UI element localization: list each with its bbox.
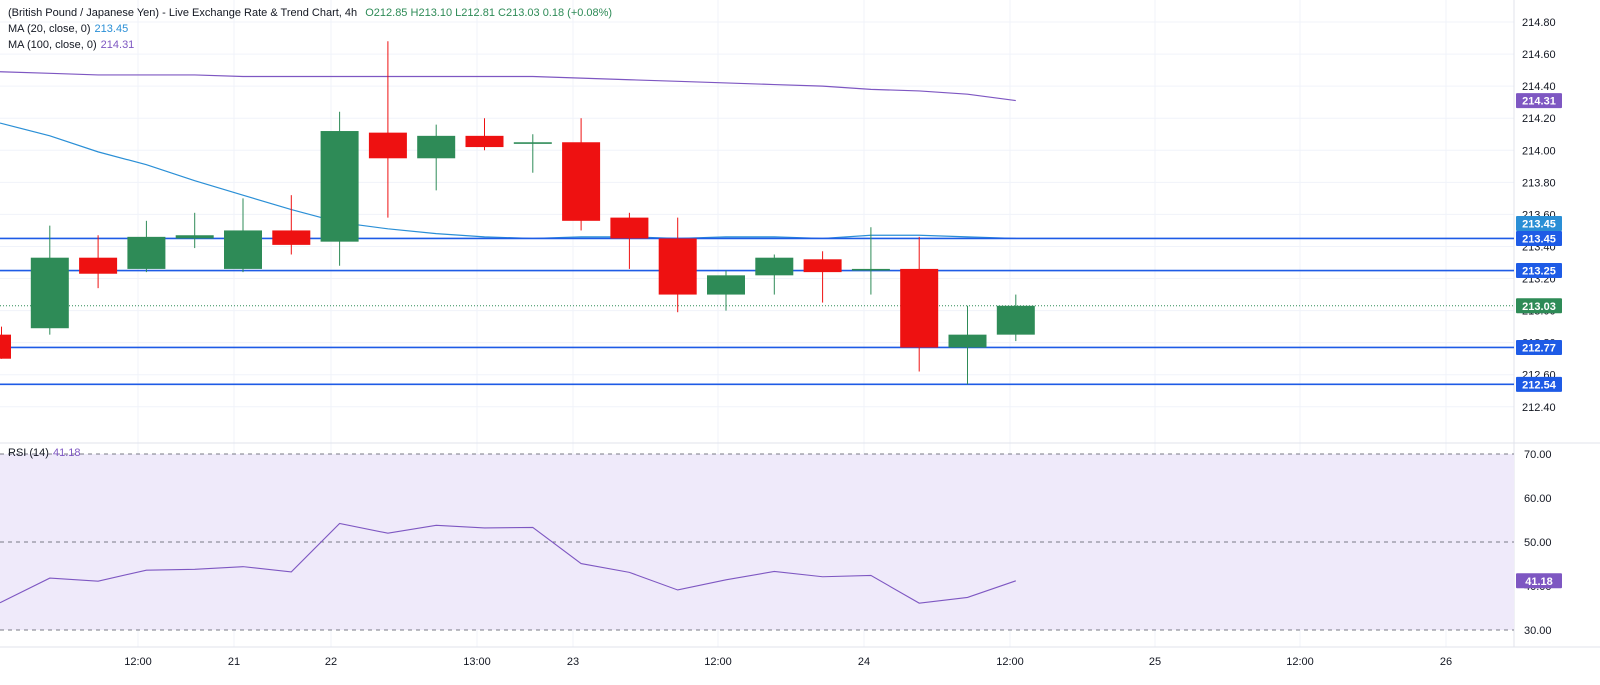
price-badge xyxy=(1516,263,1562,279)
ma100-legend-value: 214.31 xyxy=(100,39,135,51)
symbol-legend: (British Pound / Japanese Yen) - Live Ex… xyxy=(8,7,612,19)
candle-body[interactable] xyxy=(368,132,407,159)
price-badge-label: 213.45 xyxy=(1522,218,1556,230)
rsi-line xyxy=(0,522,1016,604)
time-tick-label: 13:00 xyxy=(463,656,491,668)
time-tick-label: 12:00 xyxy=(1286,656,1314,668)
rsi-tick-label: 30.00 xyxy=(1524,625,1552,637)
price-badge xyxy=(1516,230,1562,246)
price-badge xyxy=(1516,376,1562,392)
price-badge-label: 41.18 xyxy=(1525,576,1553,588)
rsi-band xyxy=(0,454,1514,630)
candle-body[interactable] xyxy=(0,334,11,359)
price-badge-label: 212.77 xyxy=(1522,342,1556,354)
ohlc-high-label: H xyxy=(410,7,419,19)
time-tick-label: 26 xyxy=(1440,656,1452,668)
candle-body[interactable] xyxy=(465,135,504,148)
ohlc-low-label: L xyxy=(455,7,462,19)
candle-body[interactable] xyxy=(320,131,359,242)
price-badge xyxy=(1516,215,1562,231)
time-tick-label: 21 xyxy=(228,656,240,668)
ma20-legend-label: MA (20, close, 0) xyxy=(8,23,91,35)
ma20-legend-value: 213.45 xyxy=(94,23,129,35)
candle-body[interactable] xyxy=(175,235,214,239)
ohlc-open: 212.85 xyxy=(373,7,408,19)
time-tick-label: 12:00 xyxy=(704,656,732,668)
rsi-tick-label: 60.00 xyxy=(1524,493,1552,505)
price-tick-label: 212.40 xyxy=(1522,402,1556,414)
candle-body[interactable] xyxy=(996,305,1035,335)
ohlc-high: 213.10 xyxy=(418,7,453,19)
candle-body[interactable] xyxy=(948,334,987,348)
rsi-legend[interactable]: RSI (14) 41.18 xyxy=(8,447,81,459)
time-tick-label: 12:00 xyxy=(996,656,1024,668)
ma20-line xyxy=(0,122,1016,240)
candle-body[interactable] xyxy=(417,135,456,159)
candle-body[interactable] xyxy=(272,230,311,245)
ohlc-low: 212.81 xyxy=(461,7,495,19)
price-badge xyxy=(1516,93,1562,109)
symbol-title: (British Pound / Japanese Yen) - Live Ex… xyxy=(8,7,358,19)
price-badge-label: 214.31 xyxy=(1522,96,1556,108)
price-tick-label: 214.80 xyxy=(1522,17,1556,29)
ohlc-close: 213.03 xyxy=(505,7,540,19)
price-badge xyxy=(1516,573,1562,589)
candle-body[interactable] xyxy=(851,268,890,271)
ohlc-close-label: C xyxy=(498,7,506,19)
time-tick-label: 23 xyxy=(567,656,579,668)
price-badge xyxy=(1516,339,1562,355)
rsi-tick-label: 50.00 xyxy=(1524,537,1552,549)
price-badge-label: 213.03 xyxy=(1522,301,1556,313)
price-tick-label: 214.20 xyxy=(1522,113,1556,125)
candle-body[interactable] xyxy=(803,259,842,273)
candle-body[interactable] xyxy=(513,142,552,144)
candle-body[interactable] xyxy=(707,275,745,295)
price-badge-label: 212.54 xyxy=(1522,379,1557,391)
time-tick-label: 22 xyxy=(325,656,337,668)
rsi-legend-label: RSI (14) xyxy=(8,447,49,459)
price-tick-label: 213.80 xyxy=(1522,177,1556,189)
rsi-legend-value: 41.18 xyxy=(52,447,81,459)
ma100-line xyxy=(0,71,1016,102)
candle-body[interactable] xyxy=(562,142,601,221)
candle-body[interactable] xyxy=(900,268,939,348)
price-tick-label: 214.40 xyxy=(1522,81,1556,93)
candle-body[interactable] xyxy=(79,257,118,274)
ohlc-change: 0.18 (+0.08%) xyxy=(542,7,613,19)
time-tick-label: 24 xyxy=(858,656,870,668)
candle-body[interactable] xyxy=(224,230,262,269)
time-tick-label: 25 xyxy=(1149,656,1161,668)
price-badge xyxy=(1516,298,1562,314)
ma100-legend[interactable]: MA (100, close, 0) 214.31 xyxy=(8,39,134,51)
price-tick-label: 214.00 xyxy=(1522,145,1556,157)
candle-body[interactable] xyxy=(658,238,697,295)
ma100-legend-label: MA (100, close, 0) xyxy=(8,39,97,51)
rsi-tick-label: 70.00 xyxy=(1524,449,1552,461)
price-tick-label: 214.60 xyxy=(1522,49,1556,61)
time-tick-label: 12:00 xyxy=(124,656,152,668)
candle-body[interactable] xyxy=(755,257,794,276)
candle-body[interactable] xyxy=(127,236,166,269)
candle-body[interactable] xyxy=(30,257,69,329)
price-badge-label: 213.45 xyxy=(1522,233,1556,245)
candle-body[interactable] xyxy=(610,217,649,239)
ohlc-open-label: O xyxy=(365,7,374,19)
price-badge-label: 213.25 xyxy=(1522,266,1556,278)
ma20-legend[interactable]: MA (20, close, 0) 213.45 xyxy=(8,23,128,35)
